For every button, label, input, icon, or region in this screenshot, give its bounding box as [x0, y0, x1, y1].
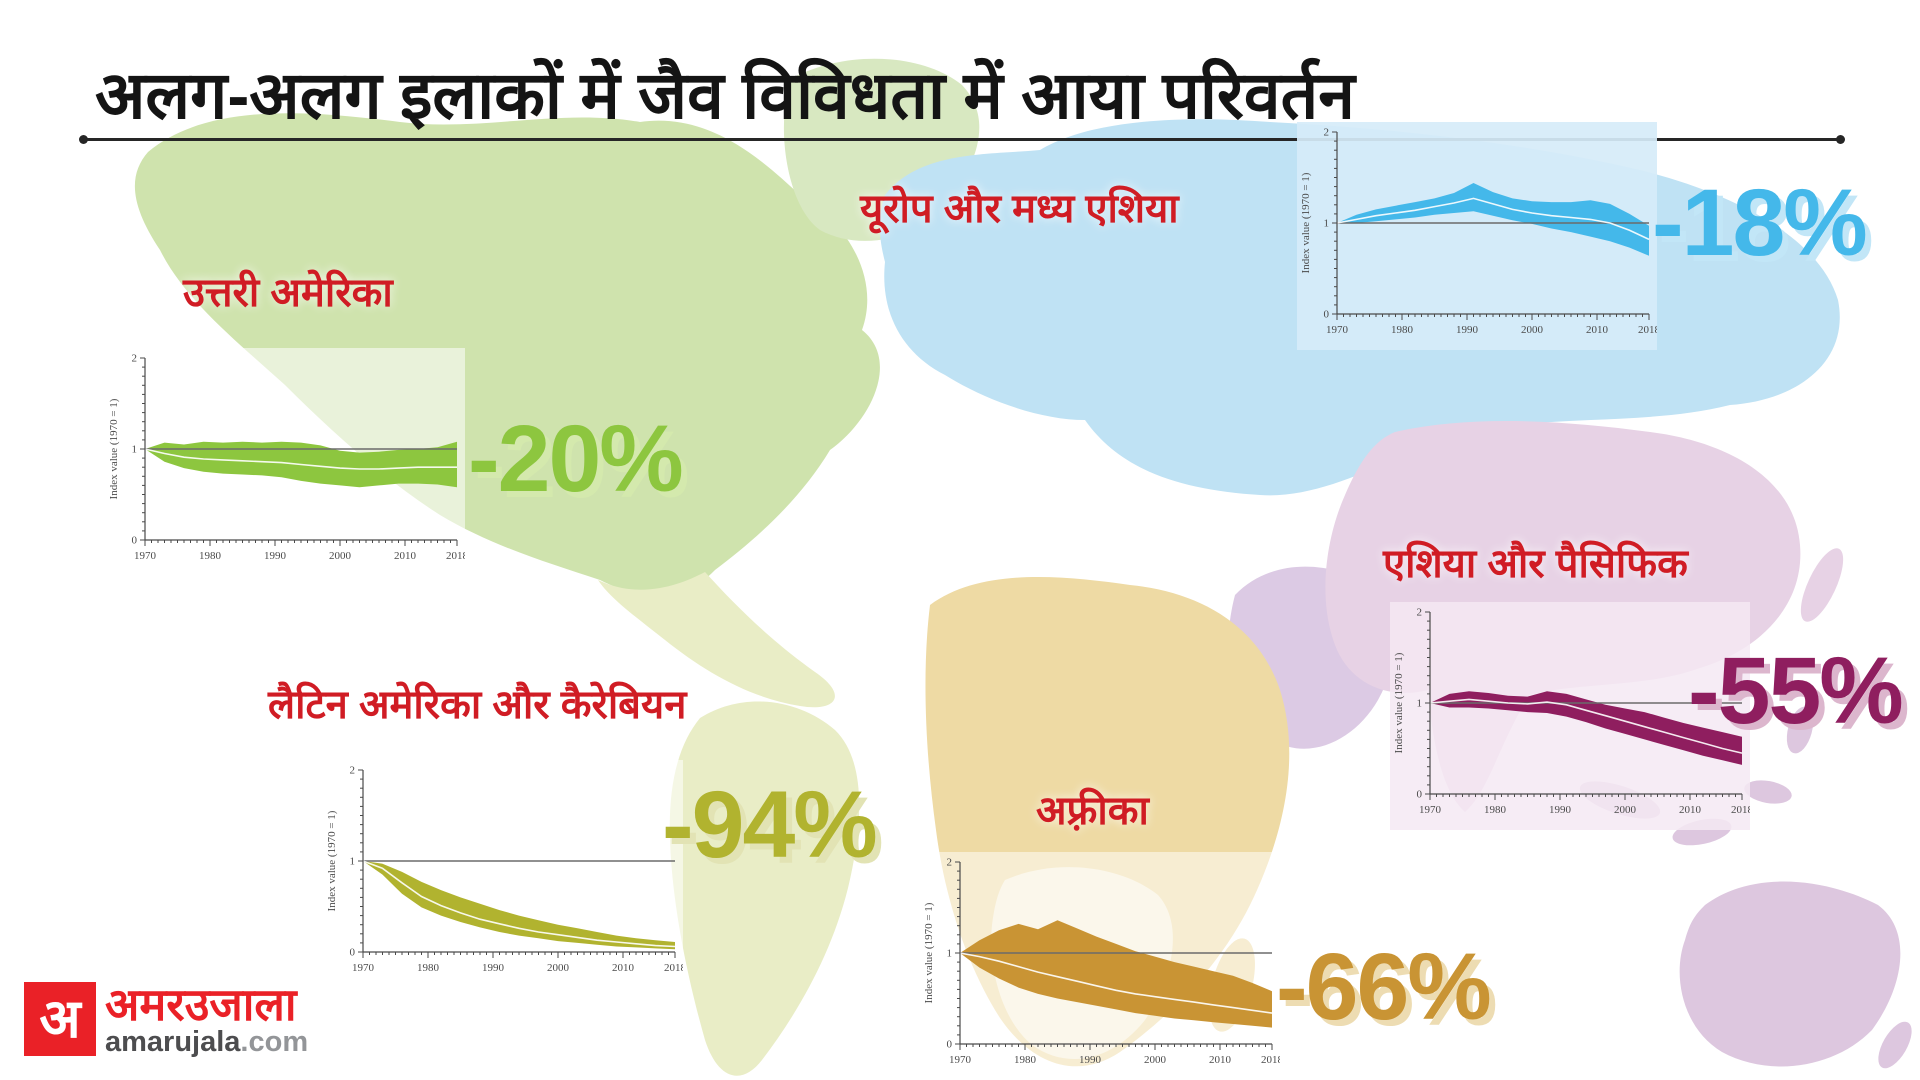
svg-text:1970: 1970 [1326, 324, 1349, 336]
logo-name-hindi: अमरउजाला [105, 979, 297, 1030]
svg-text:Index value (1970 = 1): Index value (1970 = 1) [108, 398, 120, 499]
svg-text:1990: 1990 [264, 550, 287, 562]
region-label-asia-pacific: एशिया और पैसिफिक [1383, 542, 1688, 586]
region-label-europe-central-asia: यूरोप और मध्य एशिया [860, 187, 1179, 231]
svg-text:1980: 1980 [1484, 804, 1507, 816]
svg-text:0: 0 [350, 947, 356, 959]
logo-domain-name: amarujala [105, 1026, 241, 1058]
chart-asia-pacific: 0 1 2 1970 1980 1990 2000 2010 2018 Index value … [1390, 602, 1750, 830]
svg-text:1: 1 [1417, 698, 1423, 710]
svg-text:2010: 2010 [1586, 324, 1609, 336]
svg-text:2018: 2018 [446, 550, 465, 562]
map-new-zealand [1878, 1021, 1912, 1069]
region-label-north-america: उत्तरी अमेरिका [183, 271, 393, 315]
north-america-plot: 0 1 2 1970 1980 1990 2000 2010 2018 Index value … [105, 348, 465, 576]
svg-text:2000: 2000 [547, 962, 570, 974]
svg-text:2: 2 [1324, 127, 1330, 139]
map-south-america [669, 701, 860, 1076]
chart-africa: 0 1 2 1970 1980 1990 2000 2010 2018 Index value … [920, 852, 1280, 1080]
svg-text:Index value (1970 = 1): Index value (1970 = 1) [1393, 652, 1405, 753]
map-japan [1800, 548, 1844, 622]
latin-america-caribbean-plot: 0 1 2 1970 1980 1990 2000 2010 2018 Index value … [323, 760, 683, 988]
chart-europe-central-asia: 0 1 2 1970 1980 1990 2000 2010 2018 Index value … [1297, 122, 1657, 350]
svg-text:0: 0 [947, 1039, 953, 1051]
svg-text:2010: 2010 [1209, 1054, 1232, 1066]
map-philippines [1786, 706, 1814, 754]
svg-text:1980: 1980 [1014, 1054, 1037, 1066]
svg-text:1990: 1990 [482, 962, 505, 974]
publisher-logo: अ अमरउजाला amarujala.com [24, 982, 308, 1057]
svg-text:1980: 1980 [1391, 324, 1414, 336]
svg-text:2000: 2000 [1521, 324, 1544, 336]
map-australia [1679, 881, 1901, 1067]
map-new-guinea [1744, 780, 1792, 804]
svg-text:2: 2 [1417, 607, 1423, 619]
region-label-africa: अफ़्रीका [1036, 789, 1149, 833]
chart-north-america: 0 1 2 1970 1980 1990 2000 2010 2018 Index value … [105, 348, 465, 576]
svg-text:2010: 2010 [1679, 804, 1702, 816]
svg-text:2010: 2010 [394, 550, 417, 562]
asia-pacific-plot: 0 1 2 1970 1980 1990 2000 2010 2018 Index value … [1390, 602, 1750, 830]
svg-text:2018: 2018 [664, 962, 683, 974]
svg-text:1970: 1970 [949, 1054, 972, 1066]
svg-text:0: 0 [132, 535, 138, 547]
svg-text:2018: 2018 [1731, 804, 1750, 816]
svg-text:Index value (1970 = 1): Index value (1970 = 1) [923, 902, 935, 1003]
percent-europe-central-asia: -18% [1652, 170, 1868, 276]
logo-domain-suffix: .com [240, 1026, 309, 1058]
svg-text:2018: 2018 [1261, 1054, 1280, 1066]
region-label-latin-america-caribbean: लैटिन अमेरिका और कैरेबियन [268, 683, 687, 727]
svg-text:2010: 2010 [612, 962, 635, 974]
page-title: अलग-अलग इलाकों में जैव विविधता में आया प… [95, 58, 1355, 133]
svg-text:0: 0 [1324, 309, 1330, 321]
svg-text:1990: 1990 [1079, 1054, 1102, 1066]
chart-latin-america-caribbean: 0 1 2 1970 1980 1990 2000 2010 2018 Index value … [323, 760, 683, 988]
europe-central-asia-plot: 0 1 2 1970 1980 1990 2000 2010 2018 Index value … [1297, 122, 1657, 350]
svg-text:1970: 1970 [1419, 804, 1442, 816]
africa-plot: 0 1 2 1970 1980 1990 2000 2010 2018 Index value … [920, 852, 1280, 1080]
percent-latin-america-caribbean: -94% [662, 772, 878, 878]
svg-text:1: 1 [132, 444, 138, 456]
svg-text:1990: 1990 [1549, 804, 1572, 816]
map-north-america [134, 113, 880, 597]
svg-text:1: 1 [1324, 218, 1330, 230]
svg-text:2018: 2018 [1638, 324, 1657, 336]
svg-text:Index value (1970 = 1): Index value (1970 = 1) [326, 810, 338, 911]
svg-text:2000: 2000 [329, 550, 352, 562]
svg-text:1980: 1980 [417, 962, 440, 974]
svg-text:2: 2 [947, 857, 953, 869]
svg-text:1980: 1980 [199, 550, 222, 562]
svg-text:2000: 2000 [1614, 804, 1637, 816]
percent-africa: -66% [1276, 934, 1492, 1040]
logo-monogram: अ [24, 982, 96, 1056]
map-mexico-central-america [598, 572, 835, 708]
svg-text:1: 1 [947, 948, 953, 960]
svg-text:1: 1 [350, 856, 356, 868]
percent-north-america: -20% [468, 406, 684, 512]
title-underline [79, 135, 1845, 144]
percent-asia-pacific: -55% [1688, 638, 1904, 744]
svg-text:2000: 2000 [1144, 1054, 1167, 1066]
svg-text:1970: 1970 [134, 550, 157, 562]
logo-domain: amarujala.com [105, 1027, 308, 1057]
svg-text:1970: 1970 [352, 962, 375, 974]
svg-text:1990: 1990 [1456, 324, 1479, 336]
svg-text:0: 0 [1417, 789, 1423, 801]
svg-text:Index value (1970 = 1): Index value (1970 = 1) [1300, 172, 1312, 273]
svg-text:2: 2 [132, 353, 138, 365]
svg-text:2: 2 [350, 765, 356, 777]
